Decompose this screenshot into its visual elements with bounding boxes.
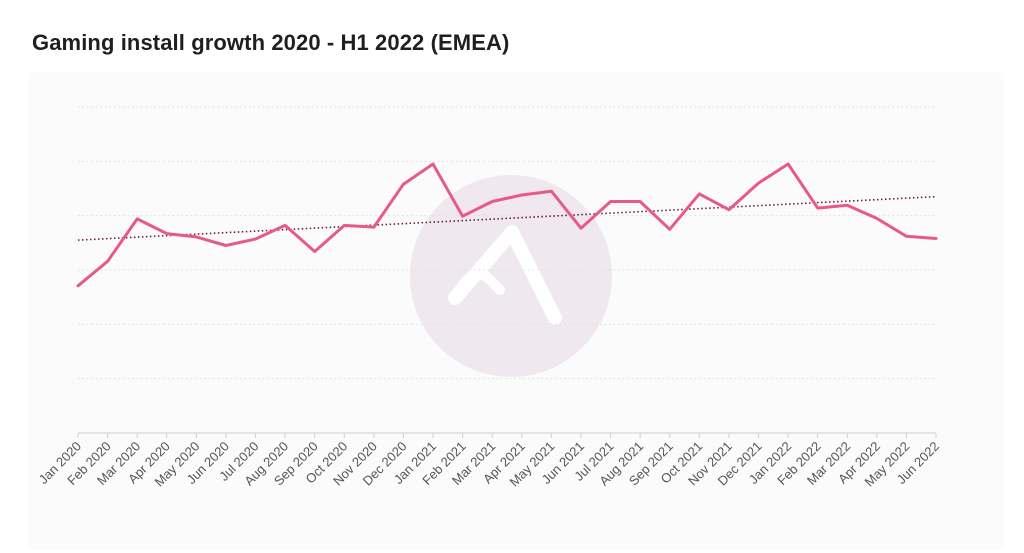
x-axis: [77, 432, 937, 438]
watermark-logo: [410, 175, 612, 377]
series-line: [76, 162, 938, 288]
chart-title: Gaming install growth 2020 - H1 2022 (EM…: [32, 30, 510, 55]
series-layer: [76, 162, 938, 288]
gridlines: [78, 106, 936, 380]
